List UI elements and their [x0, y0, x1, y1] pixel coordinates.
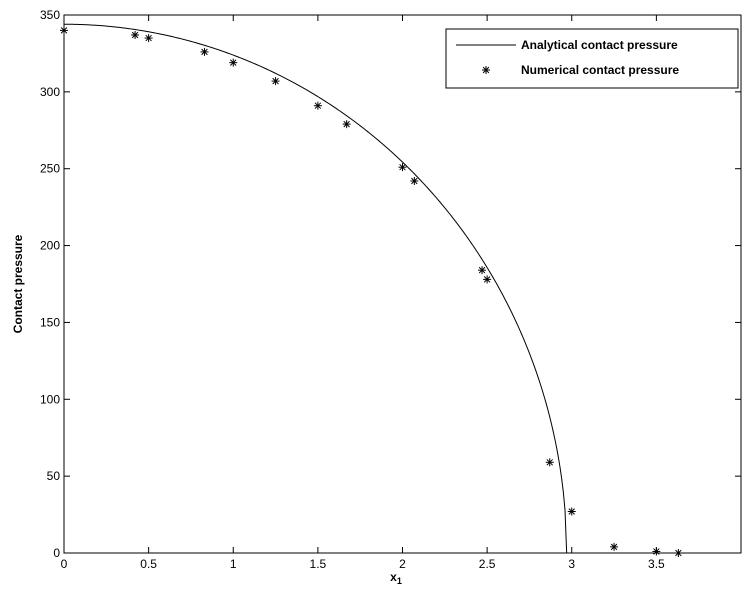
x-axis-title: x1 — [390, 570, 402, 586]
numerical-series-points — [60, 26, 683, 557]
y-axis-ticks: 0 50 100 150 200 250 300 350 — [40, 8, 741, 560]
x-tick-label: 0.5 — [140, 557, 157, 571]
y-tick-label: 150 — [40, 315, 60, 329]
numerical-point — [610, 542, 619, 551]
x-tick-label: 1 — [230, 557, 237, 571]
x-tick-label: 0 — [61, 557, 68, 571]
numerical-point — [144, 34, 153, 43]
y-tick-label: 100 — [40, 392, 60, 406]
legend-box — [445, 28, 739, 89]
y-tick-label: 300 — [40, 85, 60, 99]
y-tick-label: 200 — [40, 239, 60, 253]
numerical-point — [478, 266, 487, 275]
legend: Analytical contact pressure Numerical co… — [445, 28, 739, 89]
y-tick-label: 50 — [47, 469, 61, 483]
numerical-point — [200, 47, 209, 56]
numerical-point — [567, 507, 576, 516]
numerical-point — [545, 458, 554, 467]
legend-asterisk-swatch — [482, 66, 490, 74]
numerical-point — [483, 275, 492, 284]
x-axis-ticks: 0 0.5 1 1.5 2 2.5 3 3.5 — [61, 15, 665, 571]
y-tick-label: 350 — [40, 8, 60, 22]
y-tick-label: 250 — [40, 162, 60, 176]
numerical-point — [410, 177, 419, 186]
x-axis-title-subscript: 1 — [397, 576, 402, 586]
x-tick-label: 3 — [568, 557, 575, 571]
numerical-point — [652, 547, 661, 556]
legend-asterisk — [482, 66, 490, 74]
numerical-point — [313, 101, 322, 110]
legend-label-numerical: Numerical contact pressure — [521, 63, 679, 77]
numerical-point — [229, 58, 238, 67]
x-tick-label: 3.5 — [648, 557, 665, 571]
numerical-point — [398, 163, 407, 172]
y-axis-title: Contact pressure — [11, 234, 25, 333]
numerical-point — [674, 549, 683, 557]
x-tick-label: 2 — [399, 557, 406, 571]
y-tick-label: 0 — [53, 546, 60, 560]
plot-area — [63, 14, 742, 554]
x-tick-label: 1.5 — [310, 557, 327, 571]
numerical-point — [60, 26, 68, 35]
analytical-series-line — [63, 23, 568, 554]
numerical-point — [342, 120, 351, 129]
numerical-point — [271, 77, 280, 86]
legend-label-analytical: Analytical contact pressure — [521, 38, 678, 52]
x-tick-label: 2.5 — [479, 557, 496, 571]
numerical-point — [131, 30, 140, 39]
